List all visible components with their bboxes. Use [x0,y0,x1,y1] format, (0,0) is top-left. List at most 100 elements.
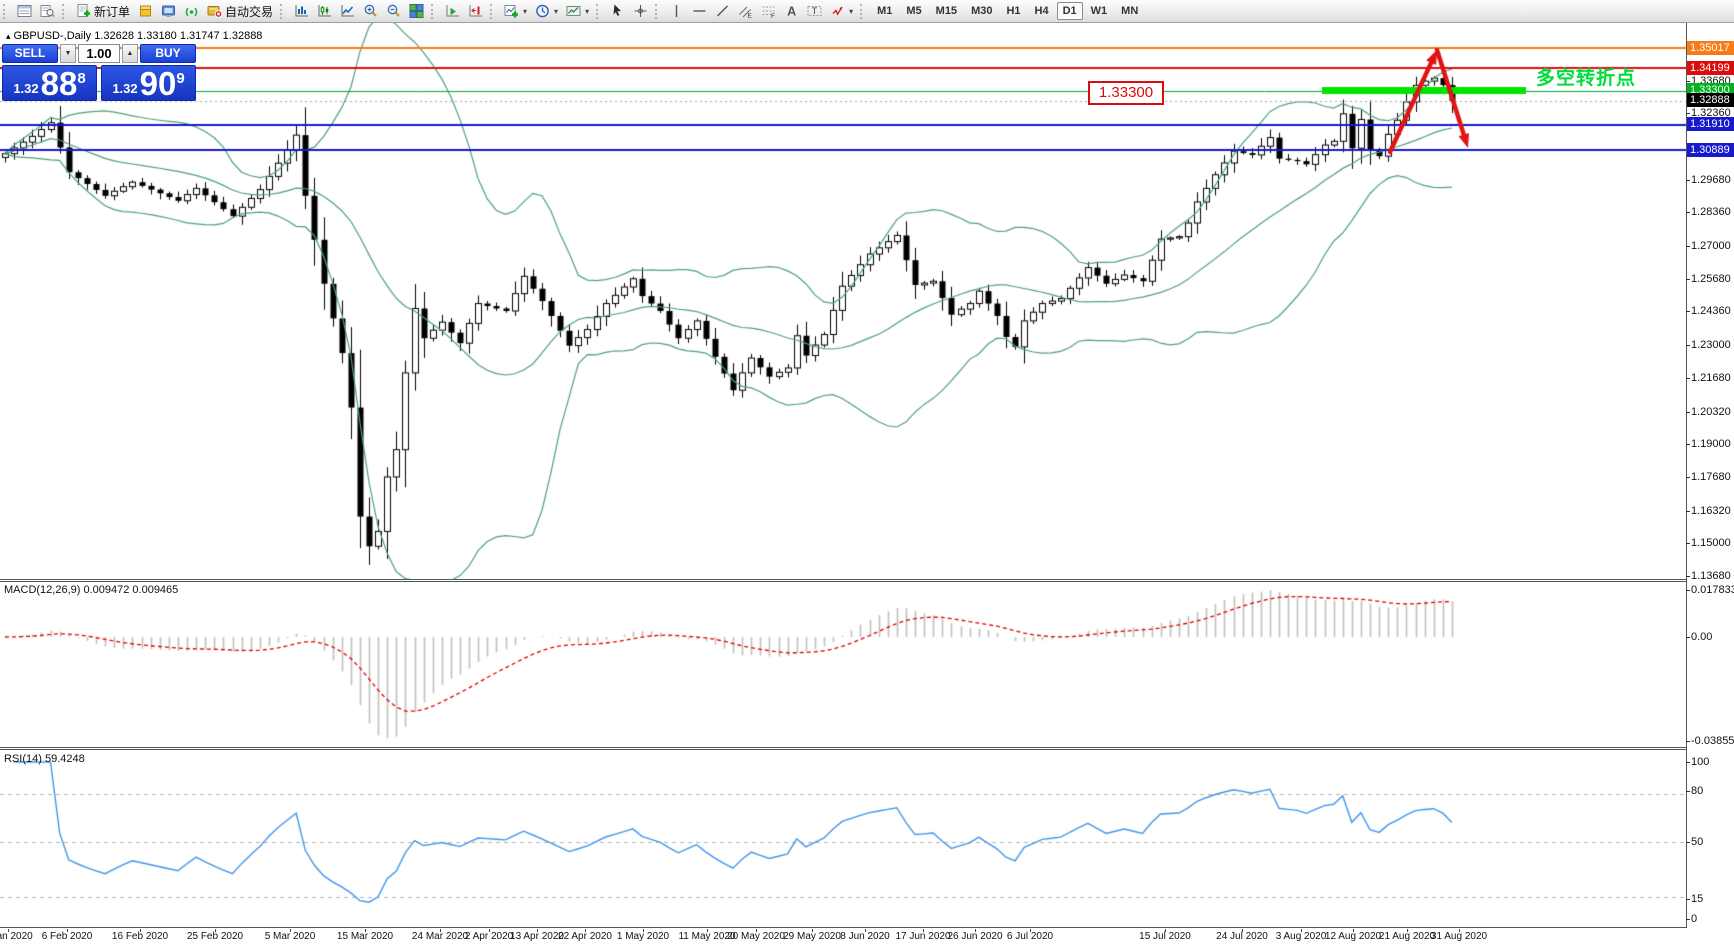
dropdown-caret-icon[interactable]: ▾ [554,6,559,16]
main-chart-canvas[interactable] [0,23,1686,579]
arrows-icon[interactable]: ▾ [826,0,857,22]
pane-divider[interactable] [0,747,1686,748]
date-label: 26 Jun 2020 [947,931,1003,942]
timeframe-button-m15[interactable]: M15 [935,5,958,17]
axis-tick-mark [1686,477,1690,478]
chart-shift-icon[interactable] [464,0,487,22]
toolbar-grip[interactable] [62,3,69,19]
date-label: 6 Feb 2020 [41,931,93,942]
rsi-pane-canvas[interactable] [0,749,1686,927]
date-tick-mark [1459,929,1460,932]
date-tick-mark [1165,929,1166,932]
signals-icon[interactable] [180,0,203,22]
chart-bars-icon[interactable] [290,0,313,22]
date-label: 24 Jul 2020 [1216,931,1268,942]
tile-windows-icon[interactable] [405,0,428,22]
timeframe-button-m30[interactable]: M30 [971,5,993,17]
publisher-icon[interactable] [157,0,180,22]
price-tick-label: 1.29680 [1691,174,1731,186]
text-icon[interactable]: A [780,0,803,22]
autotrading-button[interactable]: 自动交易 [203,0,277,22]
text-label-icon[interactable]: T [803,0,826,22]
crosshair-icon[interactable] [629,0,652,22]
auto-scroll-icon[interactable] [441,0,464,22]
metaeditor-icon[interactable] [134,0,157,22]
volume-input[interactable] [79,45,119,62]
date-tick-mark [585,929,586,932]
date-tick-mark [215,929,216,932]
date-tick-mark [643,929,644,932]
dropdown-caret-icon[interactable]: ▾ [523,6,528,16]
toolbar-grip[interactable] [596,3,603,19]
date-tick-mark [140,929,141,932]
zoom-in-icon[interactable] [359,0,382,22]
level-annotation-1.33300[interactable]: 1.33300 [1088,81,1164,105]
volume-decrease-button[interactable]: ▼ [60,44,76,63]
pane-divider[interactable] [0,581,1686,582]
date-tick-mark [290,929,291,932]
timeframe-button-mn[interactable]: MN [1121,5,1139,17]
vertical-line-icon[interactable] [665,0,688,22]
buy-price-display[interactable]: 1.32 90 9 [101,65,196,101]
market-watch-icon[interactable] [13,0,36,22]
price-tick-label: 1.17680 [1691,471,1731,483]
date-label: 5 Mar 2020 [264,931,316,942]
volume-increase-button[interactable]: ▲ [122,44,138,63]
price-line-label-1.32888: 1.32888 [1687,93,1734,107]
timeframe-button-m1[interactable]: M1 [877,5,893,17]
toolbar-grip[interactable] [655,3,662,19]
sell-price-base: 1.32 [13,81,39,96]
collapse-arrow-icon[interactable]: ▴ [6,31,11,41]
fibonacci-icon[interactable]: F [757,0,780,22]
date-label: 29 May 2020 [783,931,841,942]
price-line-label-1.34199: 1.34199 [1687,61,1734,75]
axis-tick-mark [1686,576,1690,577]
timeframe-button-w1[interactable]: W1 [1090,5,1108,17]
buy-button[interactable]: BUY [140,44,196,63]
toolbar-grip[interactable] [490,3,497,19]
price-line-label-1.31910: 1.31910 [1687,117,1734,131]
sell-button[interactable]: SELL [2,44,58,63]
chart-line-icon[interactable] [336,0,359,22]
chart-candles-icon[interactable] [313,0,336,22]
axis-tick-mark [1686,345,1690,346]
timeframe-button-h4[interactable]: H4 [1034,5,1049,17]
axis-tick-mark [1686,113,1690,114]
axis-tick-mark [1686,511,1690,512]
price-tick-label: 1.13680 [1691,570,1731,582]
timeframe-button-m5[interactable]: M5 [906,5,922,17]
toolbar: 新订单 自动交易 ▾ ▾ ▾ E F A T ▾ M1 M5 M15 M30 H1 H4 D1 W1 MN [0,0,1734,23]
timeframe-button-d1[interactable]: D1 [1056,2,1083,20]
price-tick-label: 1.25680 [1691,273,1731,285]
toolbar-grip[interactable] [860,3,867,19]
turning-point-text[interactable]: 多空转折点 [1536,68,1637,89]
data-window-icon[interactable] [36,0,59,22]
axis-tick-mark [1686,279,1690,280]
channel-icon[interactable]: E [734,0,757,22]
dropdown-caret-icon[interactable]: ▾ [849,6,854,16]
toolbar-grip[interactable] [431,3,438,19]
new-order-button[interactable]: 新订单 [72,0,134,22]
date-label: 11 May 2020 [678,931,736,942]
pane-divider[interactable] [0,579,1686,580]
toolbar-grip[interactable] [280,3,287,19]
trendline-icon[interactable] [711,0,734,22]
new-chart-icon[interactable]: ▾ [500,0,531,22]
date-tick-mark [812,929,813,932]
horizontal-line-icon[interactable] [688,0,711,22]
date-label: 2 Apr 2020 [464,931,514,942]
date-tick-mark [756,929,757,932]
periods-clock-icon[interactable]: ▾ [531,0,562,22]
axis-tick-mark [1686,899,1690,900]
price-tick-label: 1.15000 [1691,537,1731,549]
timeframe-button-h1[interactable]: H1 [1006,5,1021,17]
zoom-out-icon[interactable] [382,0,405,22]
templates-icon[interactable]: ▾ [562,0,593,22]
toolbar-grip[interactable] [3,3,10,19]
pane-divider[interactable] [0,749,1686,750]
price-tick-label: 1.19000 [1691,438,1731,450]
cursor-icon[interactable] [606,0,629,22]
dropdown-caret-icon[interactable]: ▾ [585,6,590,16]
sell-price-display[interactable]: 1.32 88 8 [2,65,97,101]
macd-pane-canvas[interactable] [0,581,1686,747]
